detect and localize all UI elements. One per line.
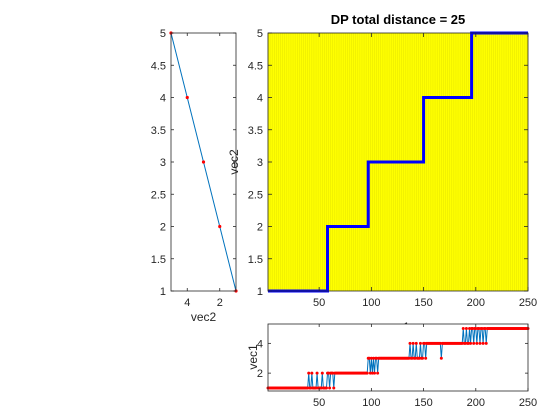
- bottom-data-point: [414, 341, 418, 345]
- bottom-data-point: [469, 341, 473, 345]
- bottom-data-point: [478, 341, 482, 345]
- bottom-data-point: [309, 386, 313, 390]
- bottom-axes-frame: [267, 323, 529, 392]
- left-data-point: [201, 160, 206, 164]
- bottom-data-point: [417, 356, 421, 360]
- bottom-data-point: [369, 356, 373, 360]
- bottom-data-point: [460, 341, 464, 345]
- bottom-data-point: [471, 326, 475, 330]
- bottom-data-point: [332, 386, 336, 390]
- bottom-data-point: [464, 326, 468, 330]
- x-tick-label: 250: [519, 297, 537, 309]
- bottom-data-point: [375, 356, 379, 360]
- x-tick-label: 100: [362, 397, 380, 409]
- y-tick-label: 3.5: [248, 125, 263, 137]
- bottom-data-point: [320, 371, 324, 375]
- left-x-axis-label: vec2: [191, 310, 217, 324]
- y-tick-label: 2: [257, 222, 263, 234]
- left-data-point: [218, 224, 222, 229]
- y-tick-label: 2.5: [248, 189, 263, 201]
- chart-title: DP total distance = 25: [331, 12, 466, 27]
- bottom-data-point: [331, 371, 335, 375]
- bottom-data-point: [461, 326, 465, 330]
- bottom-data-point: [371, 356, 375, 360]
- bottom-data-point: [367, 356, 371, 360]
- y-tick-label: 3: [257, 157, 263, 169]
- x-tick-label: 200: [467, 297, 485, 309]
- bottom-data-point: [328, 386, 332, 390]
- bottom-data-point: [319, 386, 323, 390]
- bottom-data-point: [475, 341, 479, 345]
- left-axes: 4 2 1 1.5 2 2.5 3 3.5 4 4.5 5 vec2: [151, 28, 238, 324]
- bottom-data-point: [424, 356, 428, 360]
- bottom-data-point: [315, 371, 319, 375]
- y-tick-label: 1: [160, 286, 166, 298]
- bottom-data-point: [376, 371, 380, 375]
- bottom-data-point: [413, 356, 417, 360]
- x-tick-label: 2: [217, 297, 223, 309]
- x-tick-label: 50: [313, 397, 325, 409]
- bottom-y-axis-label: vec1: [246, 344, 260, 370]
- x-tick-label: 200: [467, 397, 485, 409]
- bottom-data-point: [410, 356, 414, 360]
- dp-warping-path: [268, 31, 528, 293]
- bottom-data-point: [368, 371, 372, 375]
- bottom-data-point: [324, 386, 328, 390]
- bottom-data-point: [314, 386, 318, 390]
- bottom-data-point: [306, 386, 310, 390]
- y-tick-label: 4: [257, 338, 263, 350]
- bottom-data-point: [418, 341, 422, 345]
- y-tick-label: 3.5: [151, 125, 166, 137]
- bottom-data-point: [481, 341, 485, 345]
- bottom-data-point: [373, 371, 377, 375]
- y-tick-label: 1: [257, 286, 263, 298]
- bottom-data-point: [480, 326, 484, 330]
- left-data-point: [185, 95, 189, 100]
- bottom-data-point: [365, 371, 369, 375]
- y-tick-label: 3: [160, 157, 166, 169]
- bottom-data-point: [468, 326, 472, 330]
- y-tick-label: 1.5: [248, 254, 263, 266]
- bottom-data-point: [370, 371, 374, 375]
- bottom-data-point: [310, 371, 314, 375]
- y-tick-label: 4.5: [151, 60, 166, 72]
- x-tick-label: 100: [362, 297, 380, 309]
- y-tick-label: 4: [160, 93, 166, 105]
- bottom-data-point: [484, 341, 488, 345]
- bottom-data-point: [472, 341, 476, 345]
- bottom-data-point: [421, 356, 425, 360]
- bottom-data-point: [327, 371, 331, 375]
- x-tick-label: 150: [414, 397, 432, 409]
- bottom-data-point: [474, 326, 478, 330]
- y-tick-label: 5: [160, 28, 166, 40]
- bottom-data-point: [463, 341, 467, 345]
- bottom-data-point: [483, 326, 487, 330]
- x-tick-label: 150: [414, 297, 432, 309]
- y-tick-label: 1.5: [151, 254, 166, 266]
- y-tick-label: 2.5: [151, 189, 166, 201]
- x-tick-label: 50: [313, 297, 325, 309]
- main-y-axis-label: vec2: [227, 149, 241, 175]
- bottom-data-point: [307, 371, 311, 375]
- y-tick-label: 2: [257, 368, 263, 380]
- bottom-data-point: [438, 341, 442, 345]
- bottom-data-point: [423, 341, 427, 345]
- bottom-data-point: [411, 341, 415, 345]
- bottom-data-point: [477, 326, 481, 330]
- x-tick-label: 4: [184, 297, 190, 309]
- y-tick-label: 4: [257, 93, 263, 105]
- y-tick-label: 5: [257, 28, 263, 40]
- y-tick-label: 2: [160, 222, 166, 234]
- bottom-data-point: [439, 356, 443, 360]
- bottom-data-point: [407, 356, 411, 360]
- x-tick-label: 250: [519, 397, 537, 409]
- main-axes: 50 100 150 200 250 1 1.5 2 2.5 3 3.5 4 4.5 5 DP total …: [227, 12, 537, 334]
- bottom-data-point: [408, 341, 412, 345]
- y-tick-label: 4.5: [248, 60, 263, 72]
- bottom-data-point: [466, 341, 470, 345]
